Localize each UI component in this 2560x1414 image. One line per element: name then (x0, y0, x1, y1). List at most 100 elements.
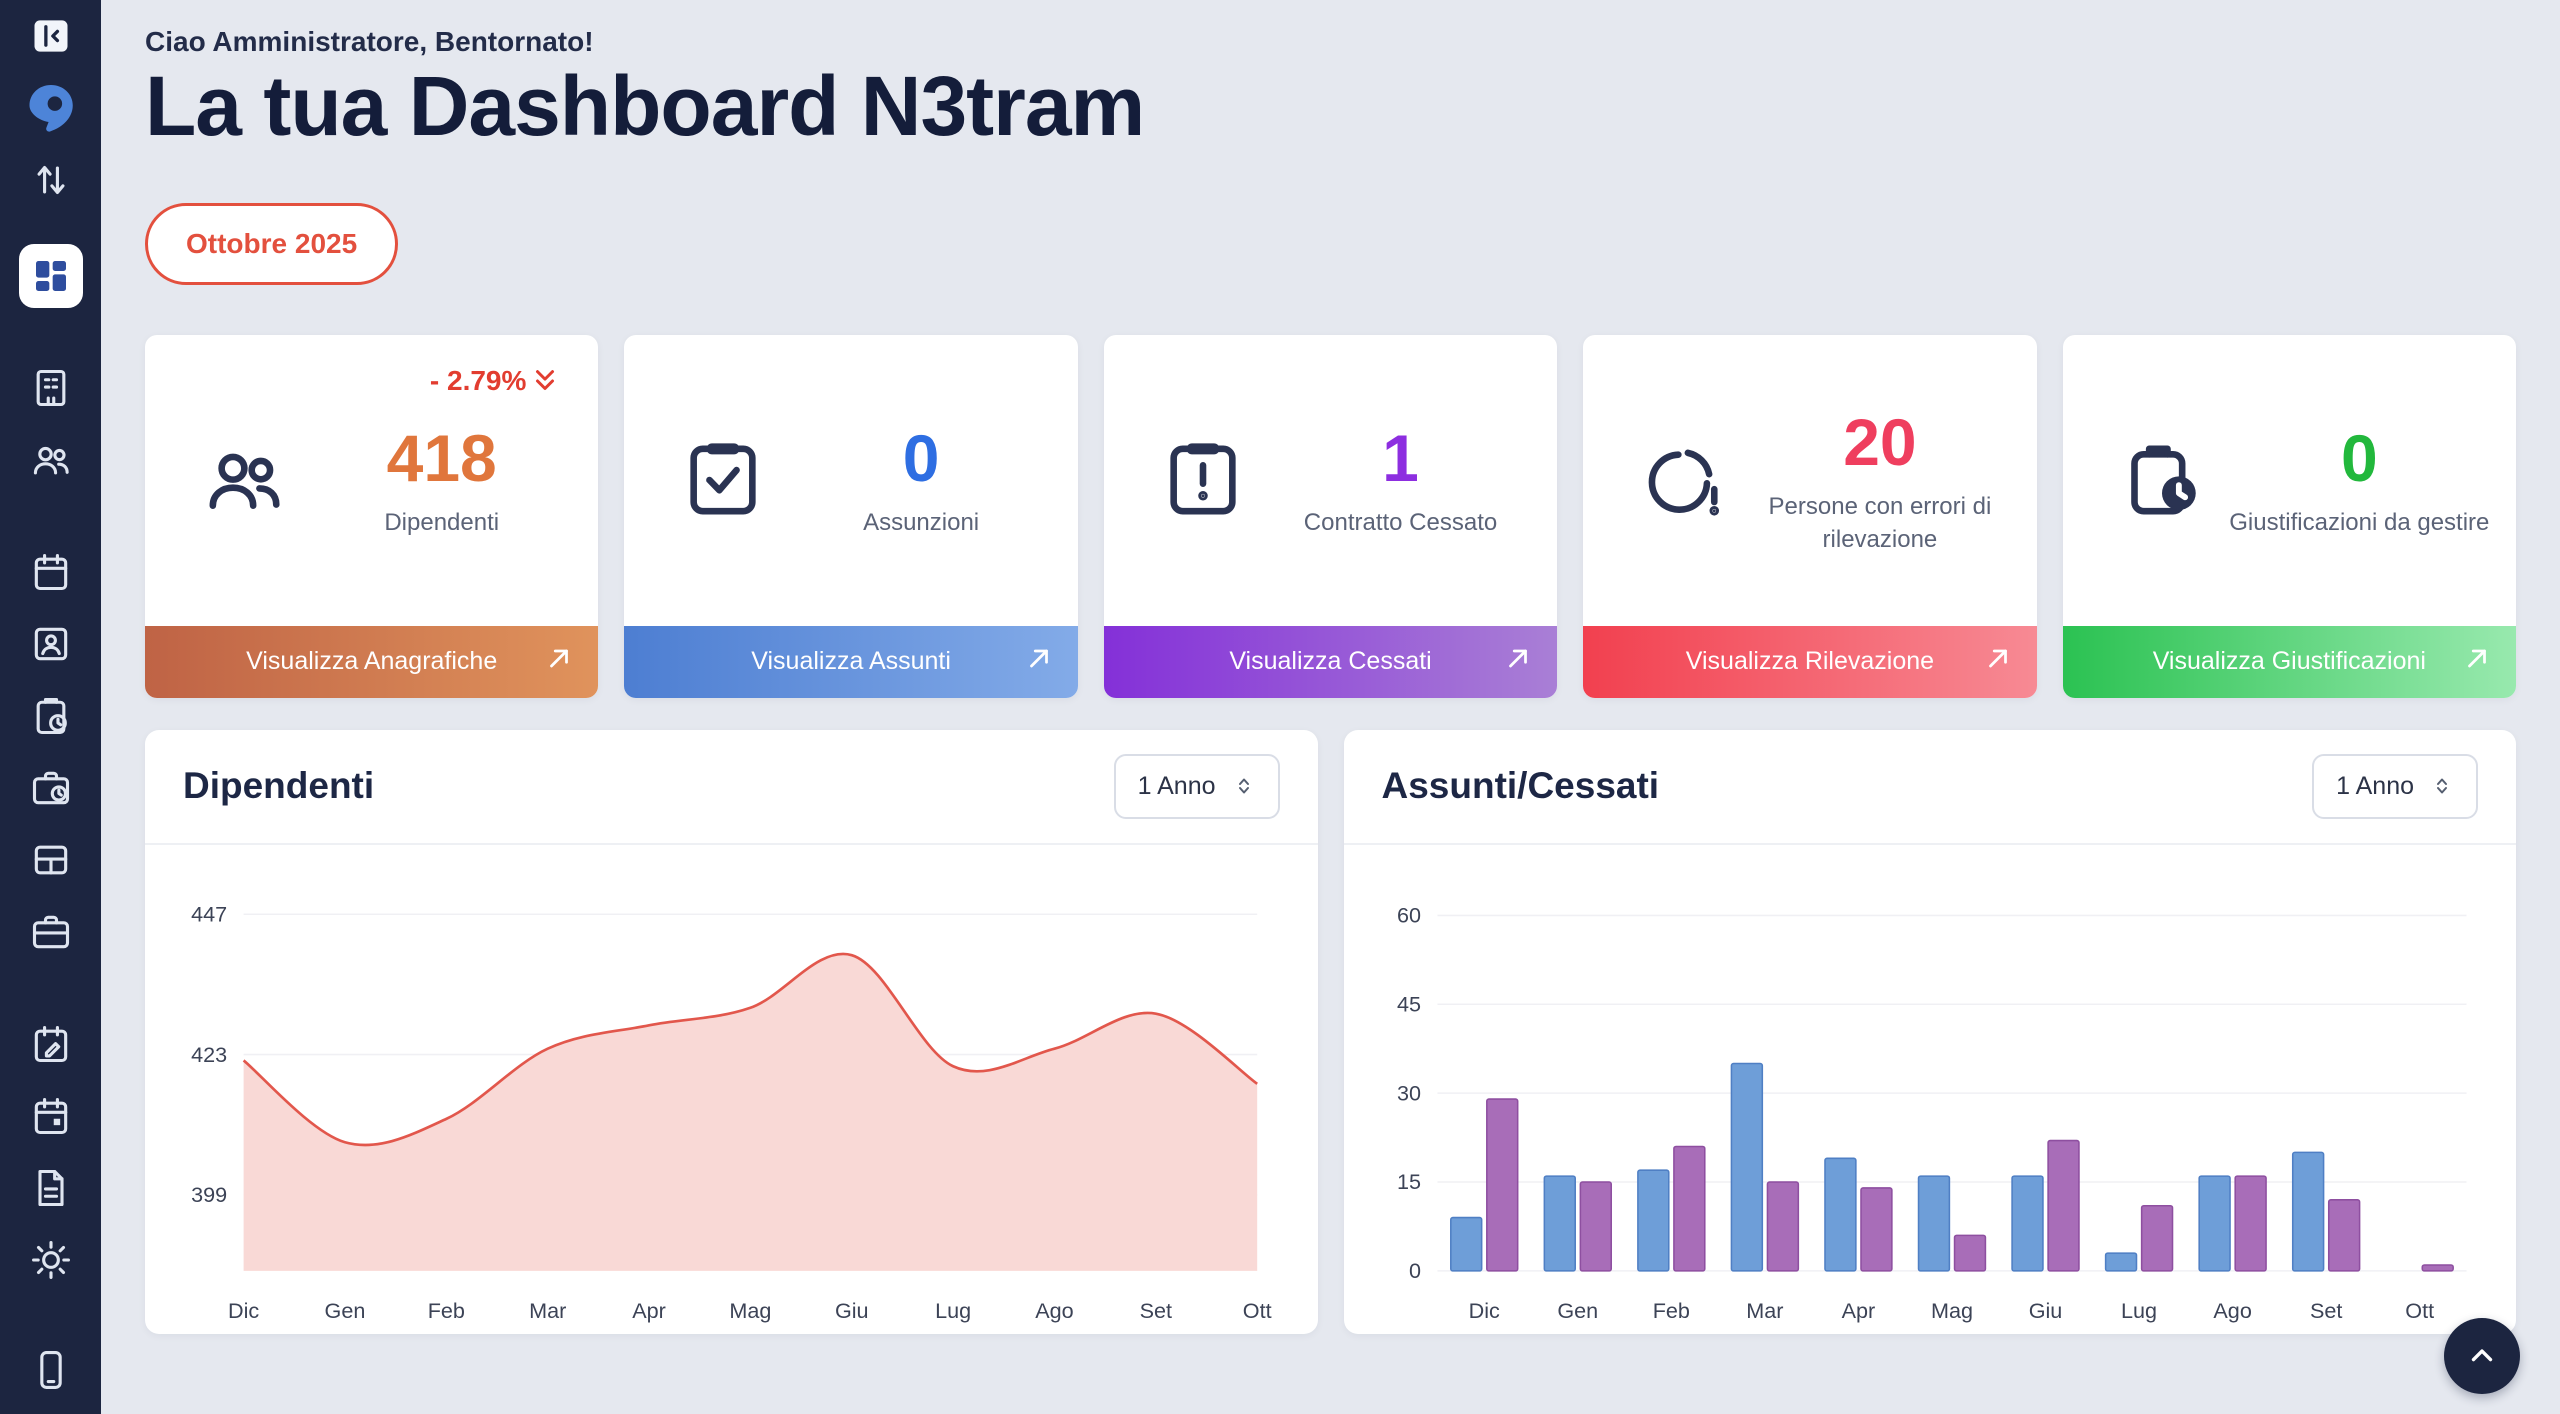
table-layout-icon[interactable] (15, 824, 87, 896)
document-icon[interactable] (15, 1152, 87, 1224)
clipboard-check-icon (658, 436, 788, 524)
svg-text:30: 30 (1396, 1080, 1420, 1105)
footer-label: Visualizza Giustificazioni (2152, 647, 2426, 676)
mobile-icon[interactable] (15, 1334, 87, 1406)
svg-text:Mag: Mag (1930, 1298, 1972, 1323)
svg-text:Dic: Dic (1468, 1298, 1499, 1323)
svg-text:Apr: Apr (632, 1298, 666, 1323)
stat-card-assunzioni: 0 Assunzioni Visualizza Assunti (624, 334, 1078, 698)
svg-text:Feb: Feb (428, 1298, 465, 1323)
stat-card-dipendenti: - 2.79% 418 Dipendenti Visualizza Anagra… (145, 334, 599, 698)
calendar-edit-icon[interactable] (15, 1008, 87, 1080)
visualizza-rilevazione-button[interactable]: Visualizza Rilevazione (1583, 625, 2037, 698)
charts-row: Dipendenti 1 Anno 399 423 447 Dic Gen Feb Mar A… (145, 729, 2517, 1335)
collapse-sidebar-icon[interactable] (15, 0, 87, 72)
chart-title-dipendenti: Dipendenti (183, 765, 375, 807)
main-content: Ciao Amministratore, Bentornato! La tua … (101, 0, 2560, 1414)
stat-value: 20 (1843, 404, 1917, 479)
stat-label: Assunzioni (863, 509, 980, 537)
svg-text:Gen: Gen (325, 1298, 366, 1323)
svg-text:Ago: Ago (1035, 1298, 1073, 1323)
stat-value: 0 (902, 421, 940, 496)
clipboard-clock-icon[interactable] (15, 680, 87, 752)
sun-icon[interactable] (15, 1224, 87, 1296)
svg-text:Dic: Dic (228, 1298, 259, 1323)
sidebar (0, 0, 101, 1414)
double-chevron-down-icon (536, 369, 555, 390)
svg-text:Mag: Mag (729, 1298, 771, 1323)
svg-text:Set: Set (2309, 1298, 2341, 1323)
swap-vertical-icon[interactable] (15, 144, 87, 216)
stat-value: 0 (2340, 421, 2378, 496)
briefcase-icon[interactable] (15, 896, 87, 968)
dipendenti-area-chart: 399 423 447 Dic Gen Feb Mar Apr Mag Giu Lug Ago Set O… (145, 845, 1318, 1335)
employees-icon[interactable] (15, 424, 87, 496)
company-icon[interactable] (15, 352, 87, 424)
svg-text:Lug: Lug (935, 1298, 971, 1323)
svg-text:Set: Set (1140, 1298, 1172, 1323)
stat-value: 1 (1382, 421, 1419, 496)
svg-text:399: 399 (191, 1182, 227, 1207)
footer-label: Visualizza Anagrafiche (246, 647, 498, 676)
footer-label: Visualizza Cessati (1229, 647, 1432, 676)
scroll-top-button[interactable] (2444, 1318, 2520, 1394)
svg-text:Lug: Lug (2121, 1298, 2157, 1323)
unfold-more-icon (1238, 778, 1249, 794)
svg-text:447: 447 (191, 901, 227, 926)
stat-cards-row: - 2.79% 418 Dipendenti Visualizza Anagra… (145, 334, 2517, 698)
svg-text:0: 0 (1408, 1258, 1420, 1283)
pie-alert-icon (1617, 436, 1747, 524)
stat-label: Giustificazioni da gestire (2229, 509, 2490, 537)
delta-value: - 2.79% (429, 364, 527, 396)
stat-card-contratto-cessato: 1 Contratto Cessato Visualizza Cessati (1103, 334, 1558, 698)
svg-text:Feb: Feb (1652, 1298, 1689, 1323)
arrow-up-right-icon (544, 643, 574, 680)
svg-text:Apr: Apr (1841, 1298, 1875, 1323)
assunti-cessati-chart-card: Assunti/Cessati 1 Anno 0 15 30 45 60 Dic Gen Fe… (1343, 729, 2517, 1335)
svg-text:45: 45 (1396, 991, 1420, 1016)
arrow-up-right-icon (1983, 643, 2013, 680)
calendar-event-icon[interactable] (15, 1080, 87, 1152)
clipboard-alert-icon (1138, 436, 1268, 524)
work-history-icon[interactable] (15, 752, 87, 824)
svg-text:423: 423 (191, 1041, 227, 1066)
id-badge-icon[interactable] (15, 608, 87, 680)
page-title: La tua Dashboard N3tram (145, 59, 1145, 153)
stat-value: 418 (386, 421, 497, 496)
stat-card-errori-rilevazione: 20 Persone con errori di rilevazione Vis… (1583, 334, 2037, 698)
svg-text:Ott: Ott (1243, 1298, 1272, 1323)
unfold-more-icon (2437, 778, 2447, 794)
logo-icon[interactable] (15, 72, 87, 144)
clipboard-clock-icon (2097, 436, 2227, 524)
dipendenti-chart-card: Dipendenti 1 Anno 399 423 447 Dic Gen Feb Mar A… (145, 729, 1318, 1335)
arrow-up-right-icon (2462, 643, 2492, 680)
arrow-up-right-icon (1503, 643, 1533, 680)
stat-label: Dipendenti (384, 509, 500, 537)
stat-card-giustificazioni: 0 Giustificazioni da gestire Visualizza … (2062, 334, 2517, 698)
period-select-assunti-cessati[interactable]: 1 Anno (2312, 753, 2478, 819)
svg-text:Ago: Ago (2213, 1298, 2251, 1323)
svg-text:Giu: Giu (2028, 1298, 2062, 1323)
calendar-icon[interactable] (15, 536, 87, 608)
svg-text:15: 15 (1396, 1169, 1420, 1194)
visualizza-anagrafiche-button[interactable]: Visualizza Anagrafiche (145, 625, 599, 698)
footer-label: Visualizza Rilevazione (1685, 647, 1935, 676)
stat-label: Persone con errori di rilevazione (1768, 492, 1992, 554)
visualizza-assunti-button[interactable]: Visualizza Assunti (624, 625, 1078, 698)
dashboard-icon (35, 261, 66, 291)
period-select-dipendenti[interactable]: 1 Anno (1113, 753, 1280, 819)
sidebar-item-dashboard[interactable] (18, 244, 83, 308)
assunti-cessati-bar-chart: 0 15 30 45 60 Dic Gen Feb Mar Apr Mag Giu Lug Ago Set O… (1344, 845, 2517, 1335)
period-badge[interactable]: Ottobre 2025 (145, 202, 399, 285)
chevron-up-icon (2471, 1349, 2493, 1362)
visualizza-giustificazioni-button[interactable]: Visualizza Giustificazioni (2062, 625, 2517, 698)
delta-badge: - 2.79% (430, 365, 561, 397)
visualizza-cessati-button[interactable]: Visualizza Cessati (1103, 625, 1558, 698)
svg-text:60: 60 (1396, 902, 1420, 927)
svg-text:Mar: Mar (529, 1298, 566, 1323)
greeting-text: Ciao Amministratore, Bentornato! (145, 26, 594, 57)
svg-text:Mar: Mar (1746, 1298, 1783, 1323)
svg-text:Giu: Giu (835, 1298, 869, 1323)
svg-text:Ott: Ott (2405, 1298, 2434, 1323)
